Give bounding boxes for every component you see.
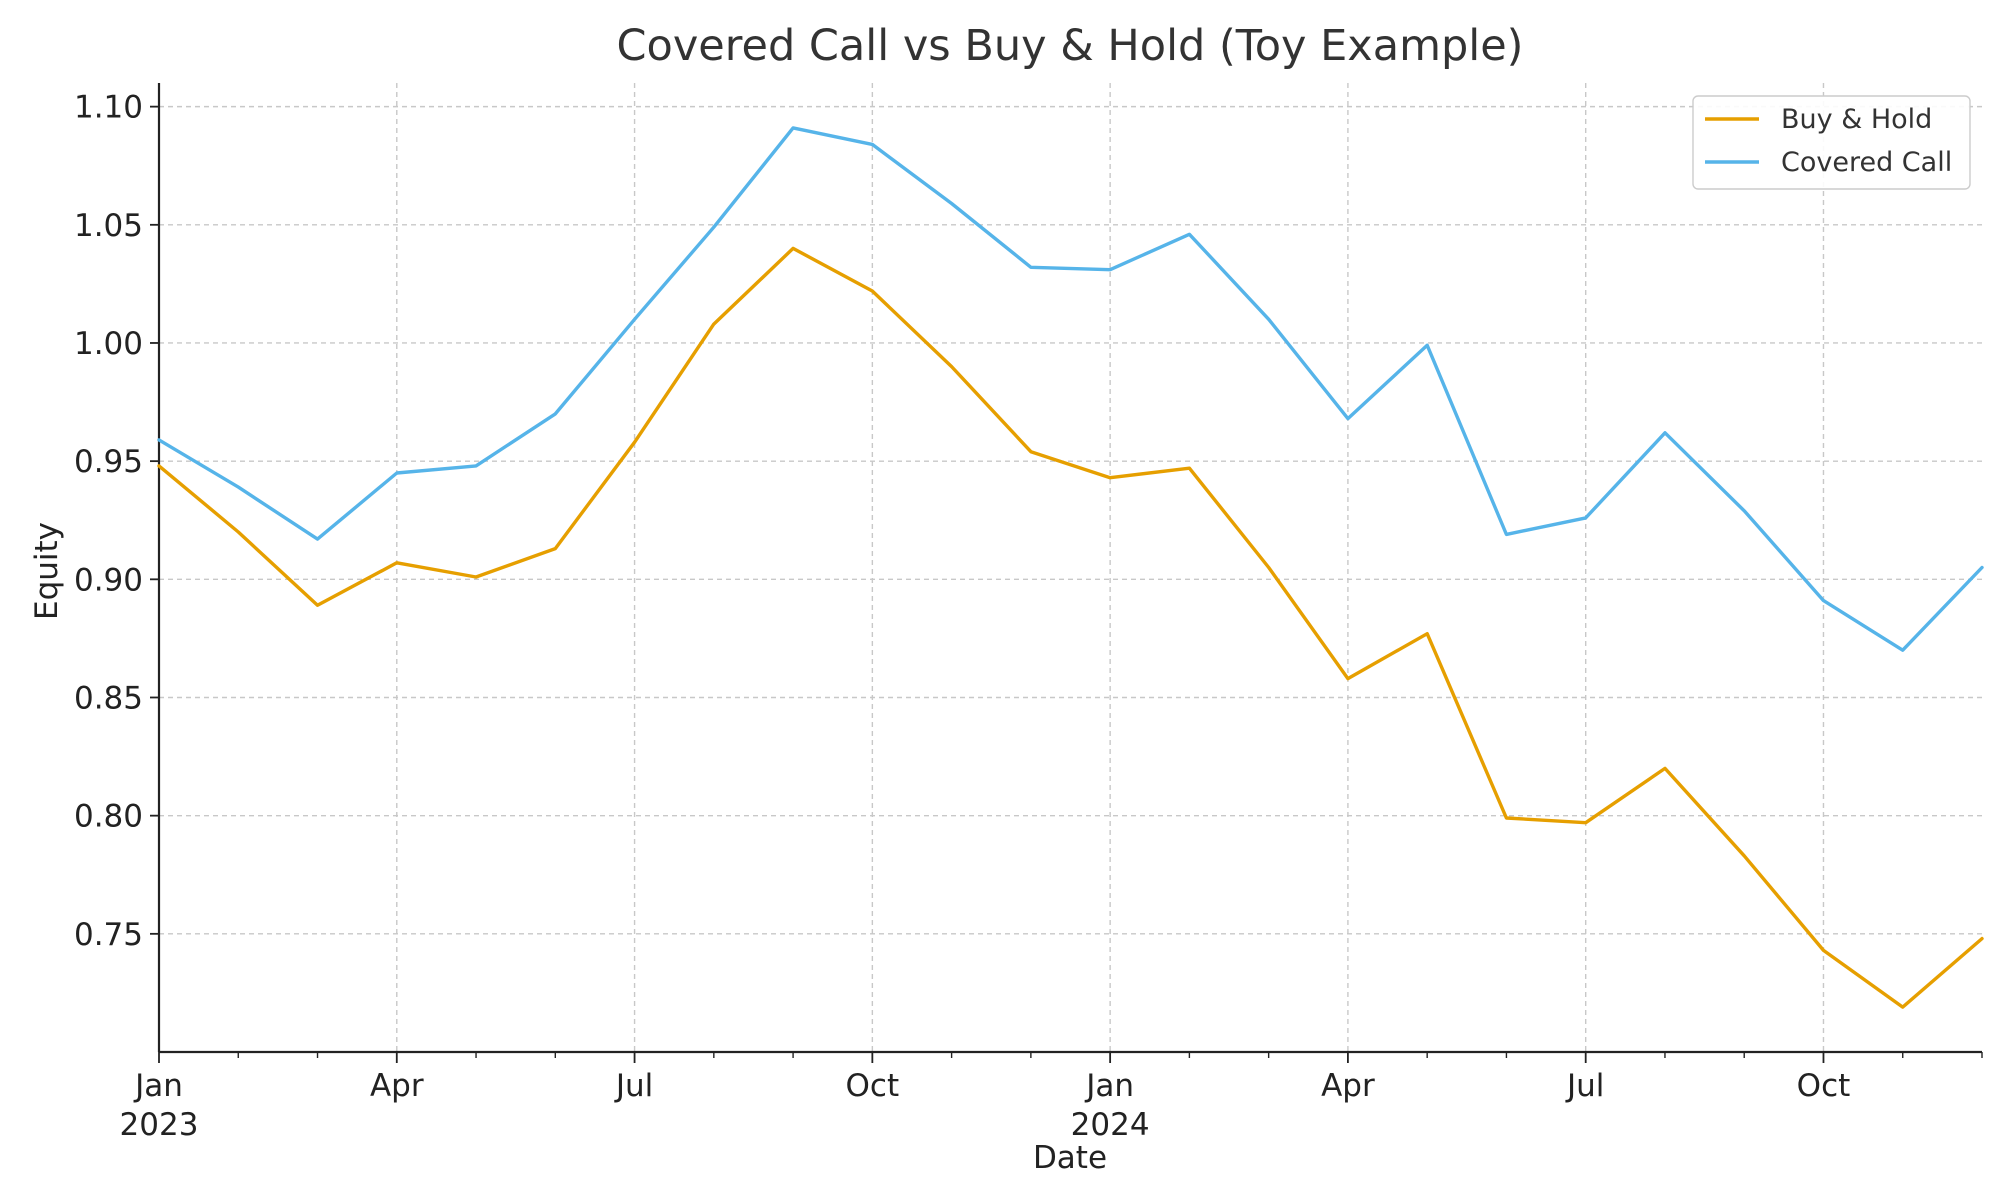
data-point-buy-hold	[394, 560, 400, 566]
data-point-covered-call	[1900, 647, 1906, 653]
data-point-covered-call	[1979, 565, 1985, 571]
data-point-covered-call	[1028, 264, 1034, 270]
x-tick-label: Jul	[614, 1068, 653, 1104]
data-point-buy-hold	[711, 321, 717, 327]
y-tick-label: 0.80	[74, 799, 143, 835]
data-point-buy-hold	[1900, 1004, 1906, 1010]
x-tick-label: Oct	[1797, 1068, 1851, 1104]
legend-label: Covered Call	[1781, 147, 1952, 178]
data-point-covered-call	[235, 484, 241, 490]
data-point-covered-call	[1186, 231, 1192, 237]
x-tick-label: Oct	[846, 1068, 900, 1104]
data-point-buy-hold	[1424, 631, 1430, 637]
data-point-covered-call	[315, 536, 321, 542]
axes-layer: 0.750.800.850.900.951.001.051.10Jan2023A…	[74, 83, 1983, 1143]
x-tick-label: Jul	[1565, 1068, 1604, 1104]
data-point-covered-call	[632, 316, 638, 322]
y-tick-label: 1.05	[74, 208, 143, 244]
data-point-covered-call	[1266, 316, 1272, 322]
data-point-buy-hold	[552, 546, 558, 552]
data-point-covered-call	[790, 125, 796, 131]
data-point-buy-hold	[1979, 936, 1985, 942]
data-point-covered-call	[473, 463, 479, 469]
legend-box	[1692, 95, 1971, 190]
y-tick-label: 0.95	[74, 444, 143, 480]
data-point-covered-call	[711, 224, 717, 230]
data-point-buy-hold	[1107, 475, 1113, 481]
data-point-buy-hold	[1266, 565, 1272, 571]
data-point-buy-hold	[156, 463, 162, 469]
data-point-buy-hold	[869, 288, 875, 294]
data-point-covered-call	[1424, 342, 1430, 348]
data-point-covered-call	[1820, 598, 1826, 604]
data-point-covered-call	[1741, 508, 1747, 514]
series-line-buy-hold	[157, 246, 1984, 1009]
data-point-buy-hold	[315, 602, 321, 608]
y-tick-label: 0.85	[74, 680, 143, 716]
y-tick-label: 0.75	[74, 917, 143, 953]
data-point-buy-hold	[1583, 820, 1589, 826]
data-point-buy-hold	[1028, 449, 1034, 455]
data-point-buy-hold	[632, 439, 638, 445]
data-point-covered-call	[1345, 416, 1351, 422]
x-tick-year-label: 2023	[120, 1107, 199, 1143]
y-tick-label: 1.00	[74, 326, 143, 362]
y-tick-label: 0.90	[74, 562, 143, 598]
x-tick-label: Jan	[1084, 1068, 1134, 1104]
data-point-buy-hold	[1741, 853, 1747, 859]
data-point-buy-hold	[1503, 815, 1509, 821]
x-tick-label: Apr	[1321, 1068, 1375, 1104]
data-point-covered-call	[1107, 267, 1113, 273]
data-point-covered-call	[156, 437, 162, 443]
data-point-covered-call	[869, 141, 875, 147]
data-point-buy-hold	[949, 364, 955, 370]
data-point-covered-call	[1583, 515, 1589, 521]
data-point-buy-hold	[1820, 947, 1826, 953]
data-point-covered-call	[1662, 430, 1668, 436]
y-tick-label: 1.10	[74, 90, 143, 126]
chart-title: Covered Call vs Buy & Hold (Toy Example)	[617, 21, 1524, 71]
x-tick-label: Apr	[370, 1068, 424, 1104]
x-axis-label: Date	[1033, 1140, 1107, 1176]
data-point-buy-hold	[790, 245, 796, 251]
data-point-covered-call	[552, 411, 558, 417]
data-point-covered-call	[1503, 531, 1509, 537]
data-point-buy-hold	[1345, 676, 1351, 682]
x-tick-label: Jan	[133, 1068, 183, 1104]
grid-layer	[158, 83, 1982, 1052]
data-point-buy-hold	[235, 529, 241, 535]
legend: Buy & Hold Covered Call	[1692, 95, 1971, 190]
data-point-buy-hold	[1186, 465, 1192, 471]
series-line-covered-call	[157, 126, 1984, 652]
data-point-buy-hold	[1662, 765, 1668, 771]
legend-label: Buy & Hold	[1781, 104, 1932, 135]
data-point-covered-call	[949, 201, 955, 207]
data-point-buy-hold	[473, 574, 479, 580]
y-axis-label: Equity	[29, 522, 65, 620]
x-tick-year-label: 2024	[1071, 1107, 1150, 1143]
data-point-covered-call	[394, 470, 400, 476]
series-layer	[156, 125, 1985, 1010]
